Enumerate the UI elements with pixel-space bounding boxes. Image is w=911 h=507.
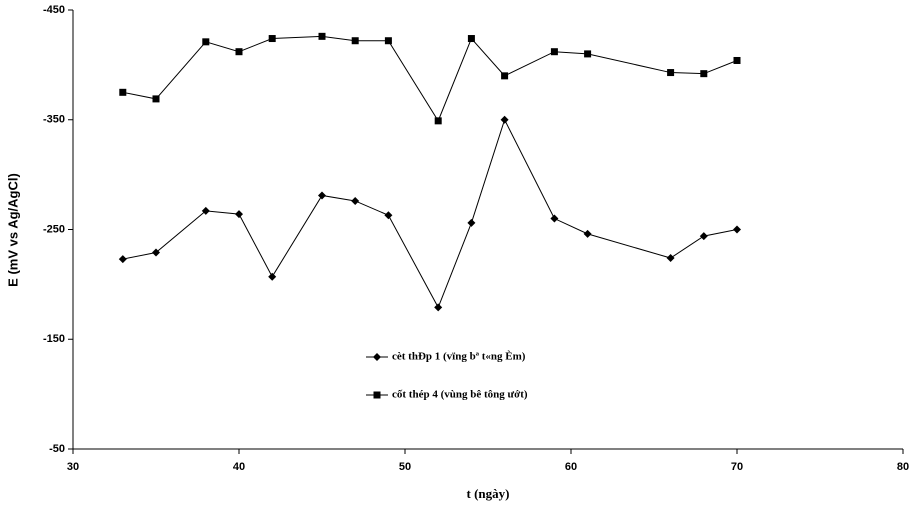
diamond-marker <box>583 229 592 238</box>
diamond-marker <box>384 211 393 220</box>
square-marker <box>235 48 243 56</box>
square-marker <box>434 117 442 125</box>
diamond-marker <box>467 218 476 227</box>
square-marker <box>318 32 326 40</box>
y-tick-label: -150 <box>43 333 65 345</box>
series-line <box>122 35 738 122</box>
square-marker <box>467 35 475 43</box>
square-marker <box>152 95 160 103</box>
square-marker <box>667 69 675 77</box>
square-marker <box>351 37 359 45</box>
diamond-marker <box>373 353 381 361</box>
square-marker <box>384 37 392 45</box>
legend-label: cèt thÐp 1 (vïng bª t«ng Èm) <box>392 351 526 363</box>
square-marker <box>202 38 210 46</box>
square-marker <box>501 72 509 80</box>
series-line <box>122 118 738 309</box>
x-tick-label: 70 <box>731 461 743 473</box>
x-tick-label: 60 <box>565 461 577 473</box>
diamond-marker <box>699 232 708 241</box>
x-axis-title: t (ngày) <box>467 486 510 501</box>
x-tick-label: 40 <box>233 461 245 473</box>
y-tick-label: -350 <box>43 114 65 126</box>
y-tick-label: -450 <box>43 4 65 16</box>
diamond-marker <box>318 191 326 200</box>
square-marker <box>119 88 127 96</box>
diamond-marker <box>351 196 360 205</box>
square-marker <box>268 35 276 43</box>
square-marker <box>700 70 708 78</box>
x-tick-label: 50 <box>399 461 411 473</box>
legend-label: cốt thép 4 (vùng bê tông ướt) <box>392 389 528 401</box>
diamond-marker <box>201 206 210 215</box>
x-tick-label: 80 <box>897 461 909 473</box>
square-marker <box>373 391 381 399</box>
diamond-marker <box>733 225 741 234</box>
y-axis-title: E (mV vs Ag/AgCl) <box>5 173 20 287</box>
y-tick-label: -250 <box>43 223 65 235</box>
diamond-marker <box>152 248 160 257</box>
square-marker <box>733 56 741 64</box>
square-marker <box>550 48 558 56</box>
diamond-marker <box>235 210 243 219</box>
square-marker <box>584 50 592 58</box>
diamond-marker <box>118 255 127 264</box>
diamond-marker <box>666 254 675 263</box>
diamond-marker <box>434 303 443 312</box>
x-tick-label: 30 <box>67 461 79 473</box>
diamond-marker <box>500 115 509 124</box>
y-tick-label: -50 <box>49 443 65 455</box>
diamond-marker <box>268 272 277 281</box>
diamond-marker <box>550 214 559 223</box>
